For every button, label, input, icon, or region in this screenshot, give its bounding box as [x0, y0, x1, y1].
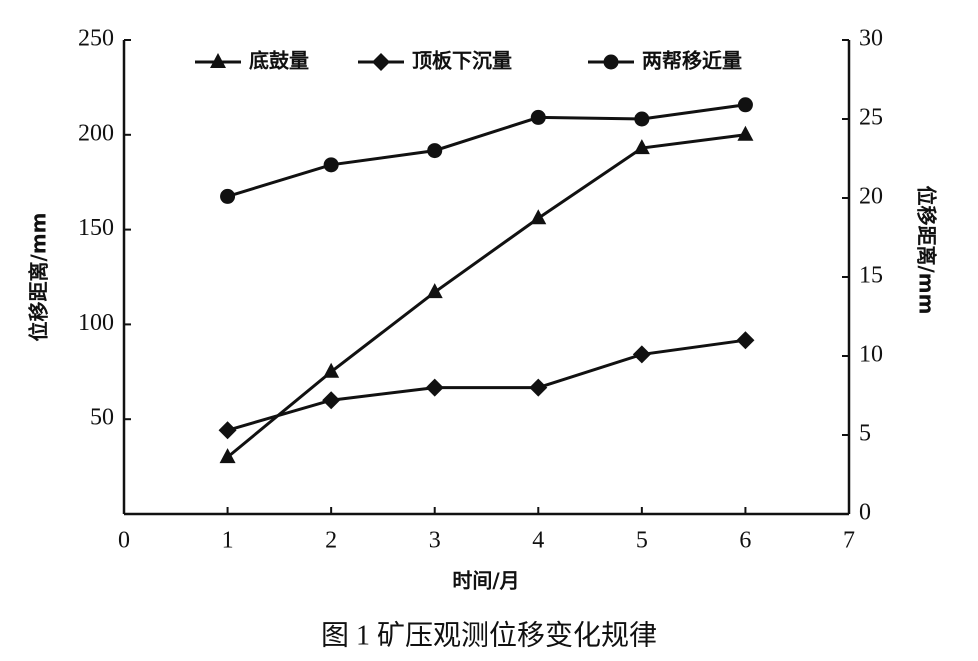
y2-tick-label: 25	[859, 105, 883, 131]
y-tick-label: 50	[90, 405, 114, 431]
x-tick-label: 0	[118, 528, 130, 554]
y-tick-label: 100	[78, 310, 114, 336]
marker	[218, 421, 237, 440]
y2-tick-label: 30	[859, 26, 883, 52]
legend-label: 底鼓量	[249, 49, 309, 73]
x-tick-label: 1	[222, 528, 234, 554]
y-axis-label: 位移距离/mm	[27, 213, 51, 342]
y2-tick-label: 0	[859, 500, 871, 526]
marker	[427, 143, 443, 159]
marker	[633, 139, 650, 155]
marker	[736, 331, 755, 350]
x-tick-label: 7	[843, 528, 855, 554]
marker	[220, 188, 236, 204]
y2-tick-label: 15	[859, 263, 883, 289]
marker	[737, 97, 753, 113]
y-tick-label: 250	[78, 26, 114, 52]
marker	[530, 209, 547, 225]
y2-tick-label: 10	[859, 342, 883, 368]
marker	[530, 109, 546, 125]
marker	[634, 111, 650, 127]
marker	[632, 345, 651, 364]
series-line	[227, 103, 746, 198]
series-line	[227, 338, 746, 432]
marker	[737, 125, 754, 141]
caption: 图 1 矿压观测位移变化规律	[321, 619, 657, 651]
legend-label: 顶板下沉量	[412, 49, 512, 73]
x-tick-label: 4	[532, 528, 544, 554]
marker	[210, 53, 226, 68]
marker	[603, 54, 619, 70]
legend-label: 两帮移近量	[642, 49, 742, 73]
y2-tick-label: 20	[859, 184, 883, 210]
marker	[426, 283, 443, 299]
series-line	[226, 133, 746, 459]
y2-axis-label: 位移距离/mm	[915, 186, 939, 315]
x-tick-label: 3	[429, 528, 441, 554]
marker	[323, 362, 340, 378]
x-tick-label: 6	[739, 528, 751, 554]
marker	[372, 53, 390, 71]
marker	[322, 391, 341, 410]
marker	[323, 157, 339, 173]
marker	[219, 448, 236, 464]
x-tick-label: 5	[636, 528, 648, 554]
y-tick-label: 150	[78, 215, 114, 241]
marker	[529, 378, 548, 397]
x-tick-label: 2	[325, 528, 337, 554]
y-tick-label: 200	[78, 120, 114, 146]
marker	[425, 378, 444, 397]
y2-tick-label: 5	[859, 421, 871, 447]
x-axis-label: 时间/月	[452, 569, 519, 593]
